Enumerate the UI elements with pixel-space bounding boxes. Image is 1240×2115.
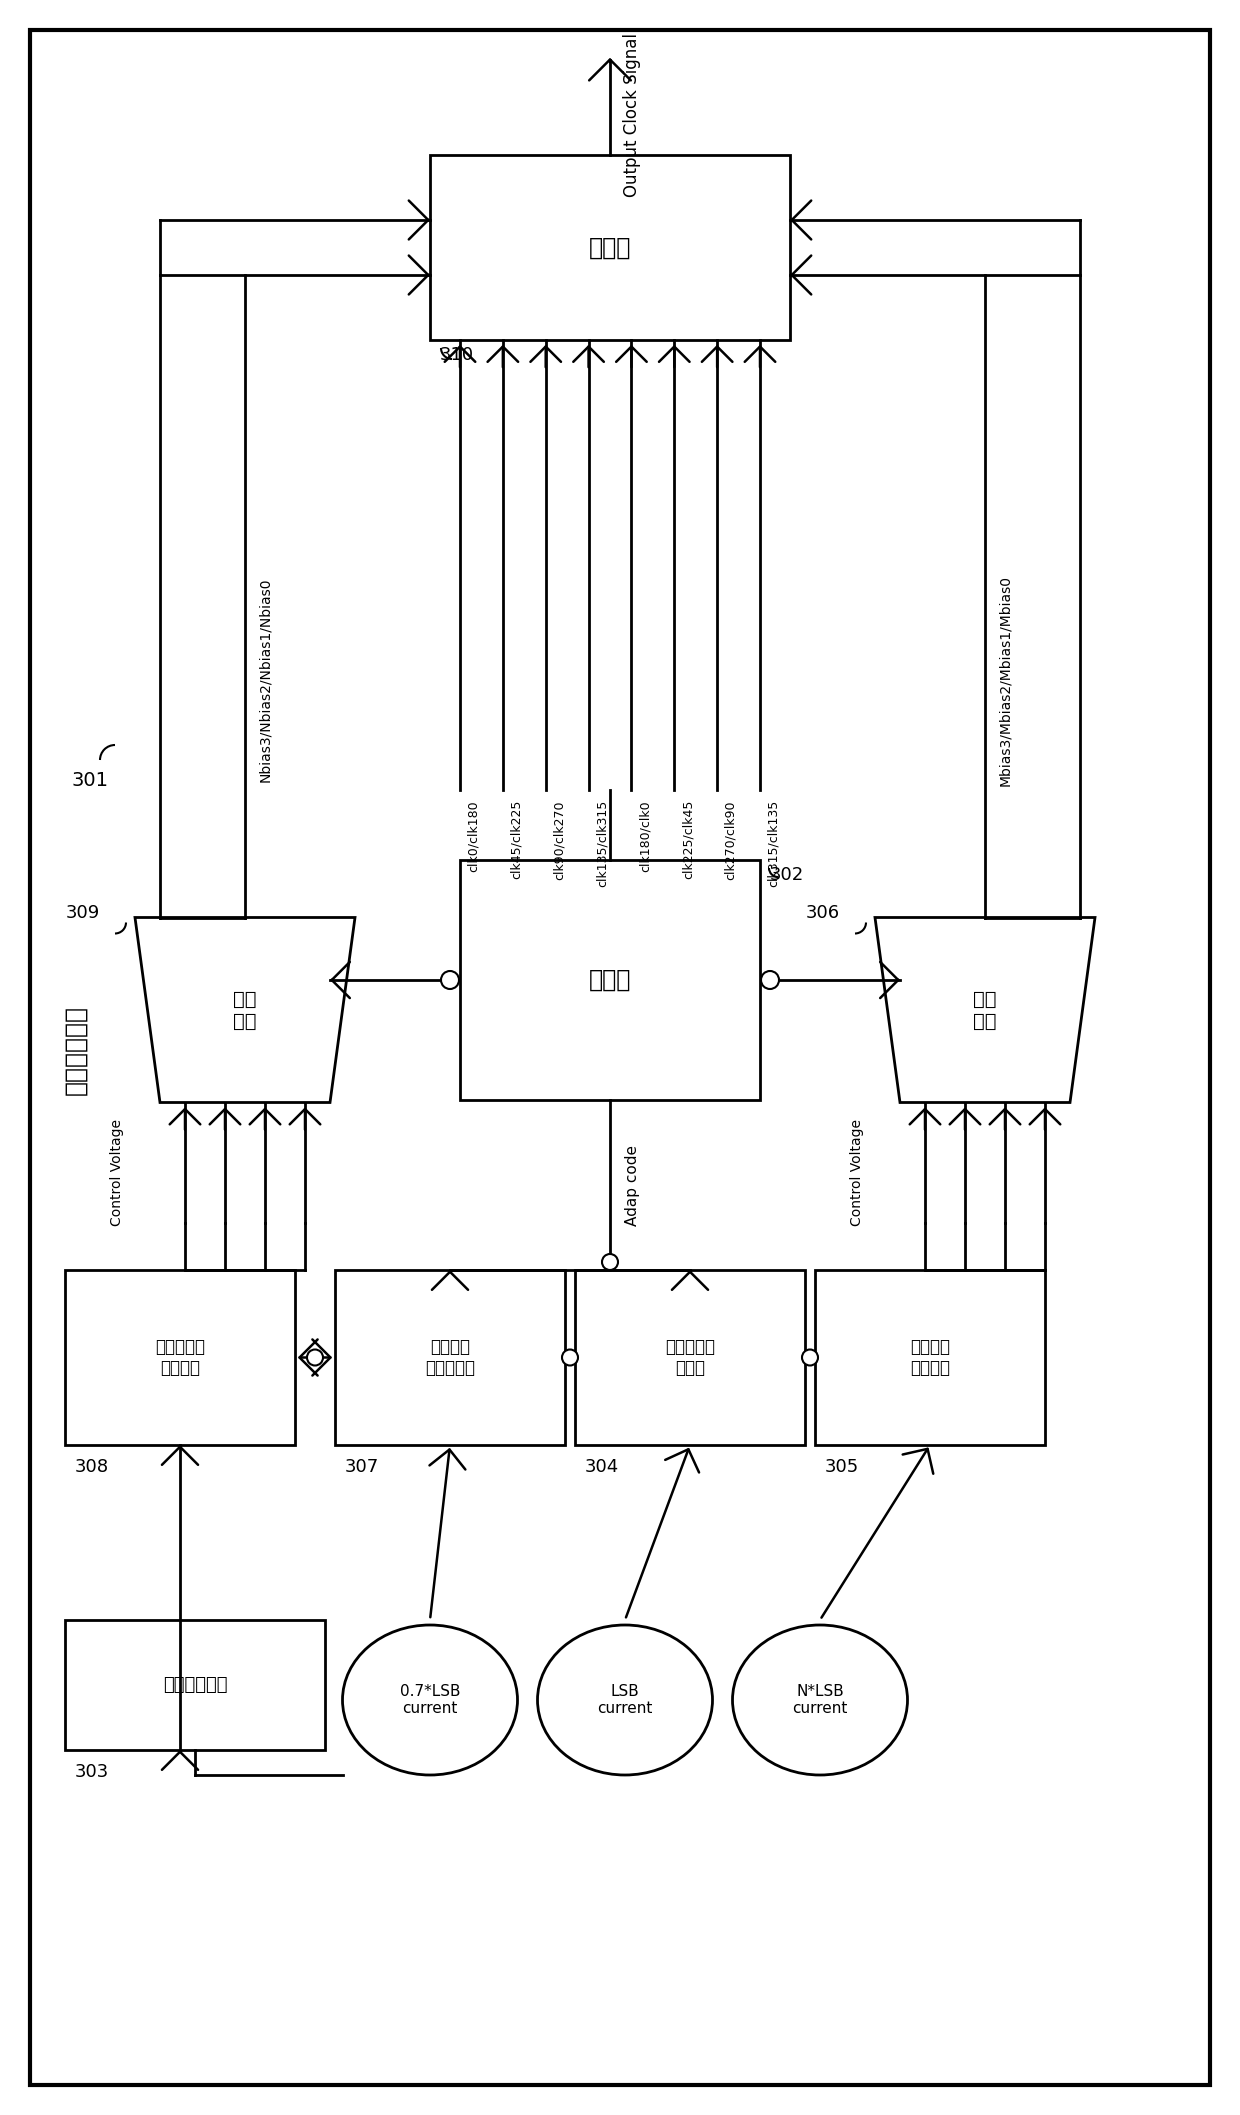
Text: Adap code: Adap code [625,1144,640,1225]
Polygon shape [875,918,1095,1102]
Text: clk270/clk90: clk270/clk90 [724,799,737,880]
Text: clk0/clk180: clk0/clk180 [467,799,480,871]
FancyBboxPatch shape [460,861,760,1100]
Text: clk180/clk0: clk180/clk0 [639,799,651,871]
Ellipse shape [342,1624,517,1774]
Text: 0.7*LSB
current: 0.7*LSB current [399,1684,460,1715]
FancyBboxPatch shape [64,1269,295,1445]
Text: 电流电压
转换模块: 电流电压 转换模块 [910,1339,950,1377]
Text: 306: 306 [806,903,839,922]
Text: 303: 303 [74,1764,109,1781]
Circle shape [802,1349,818,1366]
Text: 状态机: 状态机 [589,969,631,992]
Text: 301: 301 [72,770,109,789]
Circle shape [562,1349,578,1366]
Ellipse shape [733,1624,908,1774]
Text: 305: 305 [825,1457,859,1476]
Text: clk315/clk135: clk315/clk135 [768,799,780,888]
Text: 304: 304 [585,1457,619,1476]
Circle shape [601,1254,618,1269]
Text: 副复
用器: 副复 用器 [233,990,257,1030]
FancyBboxPatch shape [430,154,790,341]
Text: 主复
用器: 主复 用器 [973,990,997,1030]
Text: 310: 310 [440,347,474,364]
Text: 309: 309 [66,903,100,922]
Text: 副电流电压
转换模块: 副电流电压 转换模块 [155,1339,205,1377]
Text: 302: 302 [770,865,805,884]
Text: 相位内插电路: 相位内插电路 [63,1005,87,1096]
Text: clk225/clk45: clk225/clk45 [681,799,694,880]
FancyBboxPatch shape [64,1620,325,1749]
Text: 308: 308 [74,1457,109,1476]
Circle shape [308,1349,322,1366]
FancyBboxPatch shape [575,1269,805,1445]
Text: N*LSB
current: N*LSB current [792,1684,848,1715]
FancyBboxPatch shape [30,30,1210,2085]
Text: 307: 307 [345,1457,379,1476]
Text: clk135/clk315: clk135/clk315 [595,799,609,888]
Circle shape [761,971,779,990]
Circle shape [441,971,459,990]
FancyBboxPatch shape [335,1269,565,1445]
Text: Mbias3/Mbias2/Mbias1/Mbias0: Mbias3/Mbias2/Mbias1/Mbias0 [998,575,1012,785]
Text: 偏置生成单元: 偏置生成单元 [162,1675,227,1694]
Polygon shape [135,918,355,1102]
Text: Control Voltage: Control Voltage [110,1119,124,1227]
Text: Output Clock Signal: Output Clock Signal [622,34,641,197]
Text: 乘法器: 乘法器 [589,235,631,260]
Text: clk45/clk225: clk45/clk225 [510,799,523,880]
Text: Control Voltage: Control Voltage [849,1119,864,1227]
Ellipse shape [537,1624,713,1774]
FancyBboxPatch shape [815,1269,1045,1445]
Text: clk90/clk270: clk90/clk270 [553,799,565,880]
Text: 副电流舵
数模转换器: 副电流舵 数模转换器 [425,1339,475,1377]
Text: 电流舵数模
转换器: 电流舵数模 转换器 [665,1339,715,1377]
Text: Nbias3/Nbias2/Nbias1/Nbias0: Nbias3/Nbias2/Nbias1/Nbias0 [258,577,272,783]
Text: LSB
current: LSB current [598,1684,652,1715]
